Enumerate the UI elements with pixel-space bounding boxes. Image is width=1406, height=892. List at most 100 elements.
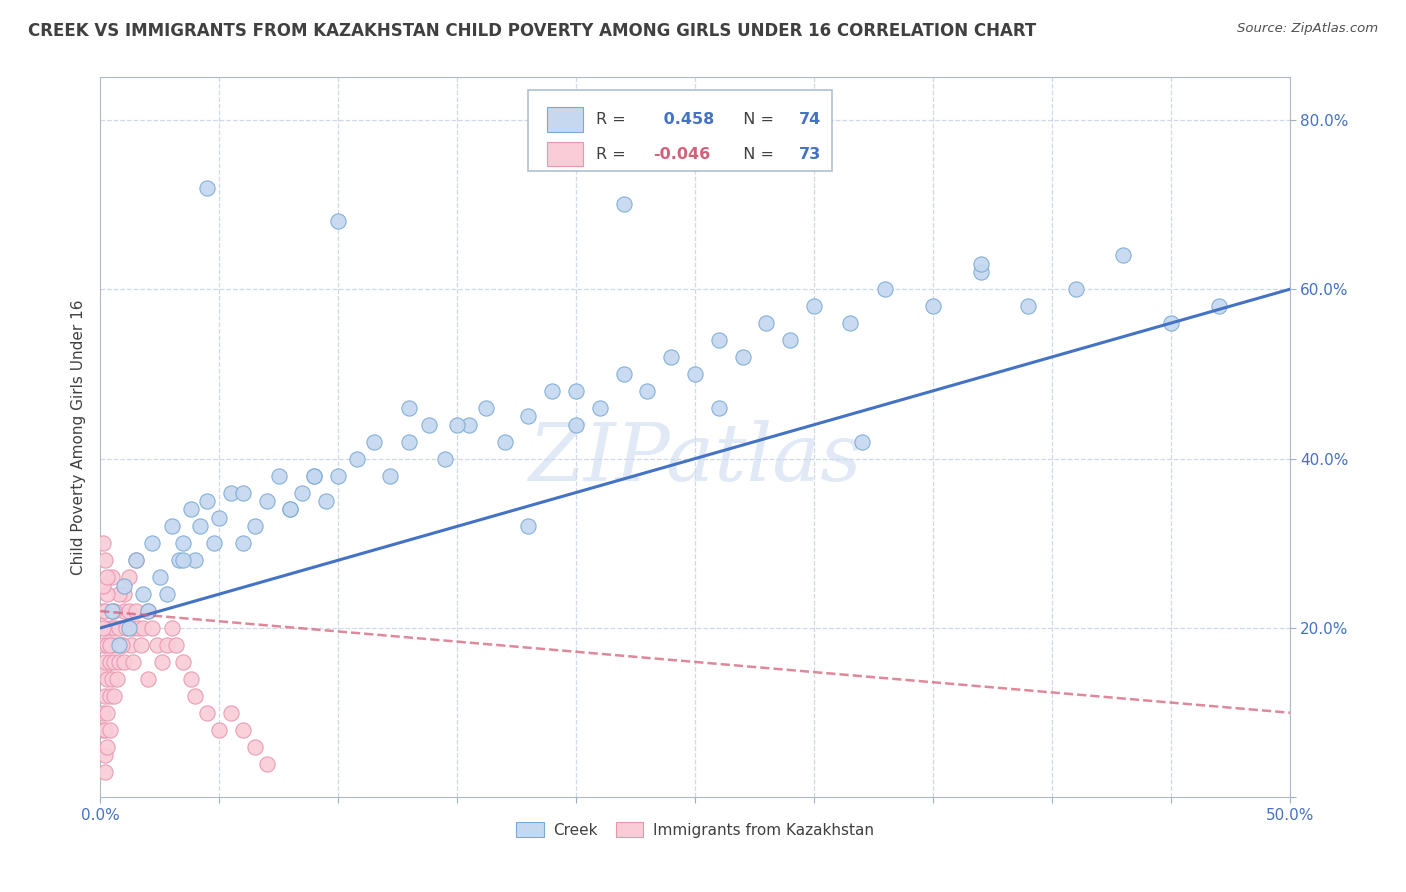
Y-axis label: Child Poverty Among Girls Under 16: Child Poverty Among Girls Under 16: [72, 300, 86, 575]
Point: [110, 638, 132, 652]
Point: [108, 621, 131, 635]
Point: [160, 621, 183, 635]
Point: [103, 655, 125, 669]
Point: [172, 553, 194, 567]
Point: [115, 621, 138, 635]
Point: [474, 401, 496, 415]
Point: [101, 570, 124, 584]
Point: [707, 401, 730, 415]
Point: [112, 655, 135, 669]
Point: [326, 214, 349, 228]
Point: [922, 299, 945, 313]
Point: [132, 587, 155, 601]
Point: [98, 723, 121, 737]
Point: [219, 485, 242, 500]
Point: [1208, 299, 1230, 313]
Point: [1064, 282, 1087, 296]
Point: [96, 638, 118, 652]
Point: [156, 587, 179, 601]
Point: [280, 502, 302, 516]
FancyBboxPatch shape: [547, 107, 583, 132]
Point: [146, 638, 169, 652]
Point: [91, 706, 114, 720]
Point: [108, 638, 131, 652]
Point: [120, 638, 142, 652]
Point: [136, 672, 159, 686]
Point: [875, 282, 897, 296]
Point: [969, 257, 991, 271]
Text: R =: R =: [596, 112, 631, 128]
Point: [91, 579, 114, 593]
Point: [184, 689, 207, 703]
Point: [380, 468, 402, 483]
Point: [851, 434, 873, 449]
Point: [156, 638, 179, 652]
Point: [98, 689, 121, 703]
Point: [91, 638, 114, 652]
Point: [141, 536, 163, 550]
Point: [494, 434, 516, 449]
Point: [180, 672, 202, 686]
Point: [613, 197, 636, 211]
Point: [91, 621, 114, 635]
Point: [541, 384, 564, 398]
Point: [232, 723, 254, 737]
Point: [105, 638, 128, 652]
Point: [172, 536, 194, 550]
Point: [256, 494, 278, 508]
Point: [398, 434, 420, 449]
Point: [280, 502, 302, 516]
Point: [101, 604, 124, 618]
Point: [94, 765, 117, 780]
Point: [346, 451, 368, 466]
Point: [112, 587, 135, 601]
Point: [141, 621, 163, 635]
Point: [136, 604, 159, 618]
Text: N =: N =: [733, 146, 779, 161]
Point: [94, 604, 117, 618]
Point: [94, 655, 117, 669]
Text: CREEK VS IMMIGRANTS FROM KAZAKHSTAN CHILD POVERTY AMONG GIRLS UNDER 16 CORRELATI: CREEK VS IMMIGRANTS FROM KAZAKHSTAN CHIL…: [28, 22, 1036, 40]
Point: [243, 739, 266, 754]
Point: [256, 756, 278, 771]
Point: [363, 434, 385, 449]
Point: [613, 367, 636, 381]
Point: [136, 604, 159, 618]
Point: [172, 655, 194, 669]
Point: [304, 468, 326, 483]
Point: [118, 604, 141, 618]
FancyBboxPatch shape: [529, 90, 832, 171]
Point: [755, 316, 778, 330]
Point: [167, 553, 190, 567]
Point: [96, 587, 118, 601]
Point: [731, 350, 754, 364]
Text: N =: N =: [733, 112, 779, 128]
Point: [91, 664, 114, 678]
Text: -0.046: -0.046: [654, 146, 710, 161]
Point: [103, 689, 125, 703]
Text: 74: 74: [799, 112, 821, 128]
FancyBboxPatch shape: [547, 142, 583, 167]
Point: [779, 333, 801, 347]
Point: [101, 604, 124, 618]
Point: [94, 689, 117, 703]
Point: [707, 333, 730, 347]
Text: 73: 73: [799, 146, 821, 161]
Point: [98, 638, 121, 652]
Point: [94, 748, 117, 763]
Point: [636, 384, 658, 398]
Text: ZIPatlas: ZIPatlas: [529, 420, 862, 498]
Point: [94, 723, 117, 737]
Point: [243, 519, 266, 533]
Point: [96, 672, 118, 686]
Point: [101, 672, 124, 686]
Point: [434, 451, 457, 466]
Point: [208, 511, 231, 525]
Point: [969, 265, 991, 279]
Point: [160, 519, 183, 533]
Point: [291, 485, 314, 500]
Point: [98, 621, 121, 635]
Point: [118, 621, 141, 635]
Text: 0.458: 0.458: [658, 112, 714, 128]
Point: [108, 655, 131, 669]
